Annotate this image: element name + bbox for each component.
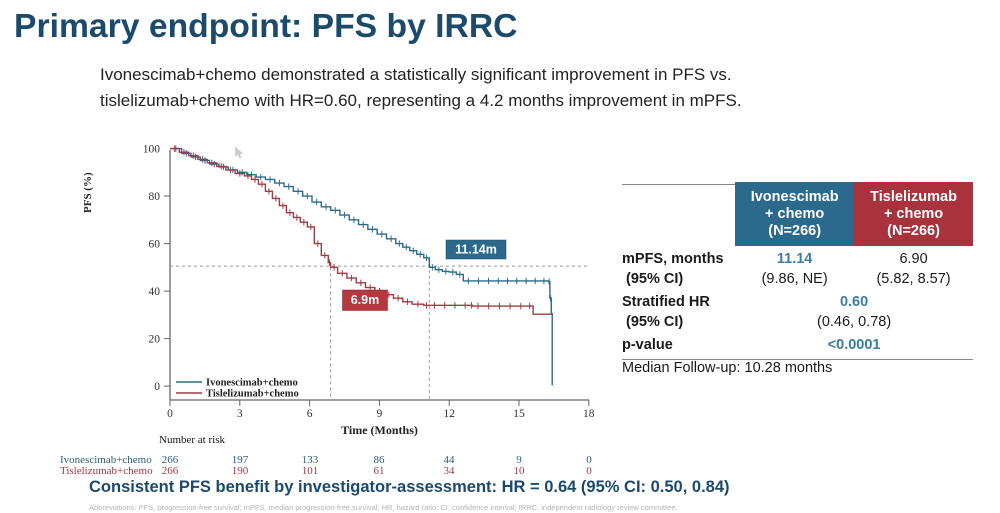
svg-text:0: 0 xyxy=(154,381,160,393)
svg-text:9: 9 xyxy=(377,408,383,420)
svg-text:6: 6 xyxy=(307,408,313,420)
svg-text:Tislelizumab+chemo: Tislelizumab+chemo xyxy=(206,389,299,400)
svg-text:11.14m: 11.14m xyxy=(455,243,497,257)
svg-text:40: 40 xyxy=(149,286,161,298)
svg-text:12: 12 xyxy=(443,408,455,420)
svg-text:Ivonescimab+chemo: Ivonescimab+chemo xyxy=(206,378,298,389)
svg-text:15: 15 xyxy=(513,408,525,420)
svg-text:100: 100 xyxy=(143,143,161,155)
svg-text:0: 0 xyxy=(167,408,173,420)
svg-text:20: 20 xyxy=(149,334,161,346)
svg-text:3: 3 xyxy=(237,408,243,420)
svg-text:6.9m: 6.9m xyxy=(351,293,380,307)
svg-text:18: 18 xyxy=(583,408,595,420)
svg-text:60: 60 xyxy=(149,239,161,251)
svg-text:80: 80 xyxy=(149,191,161,203)
